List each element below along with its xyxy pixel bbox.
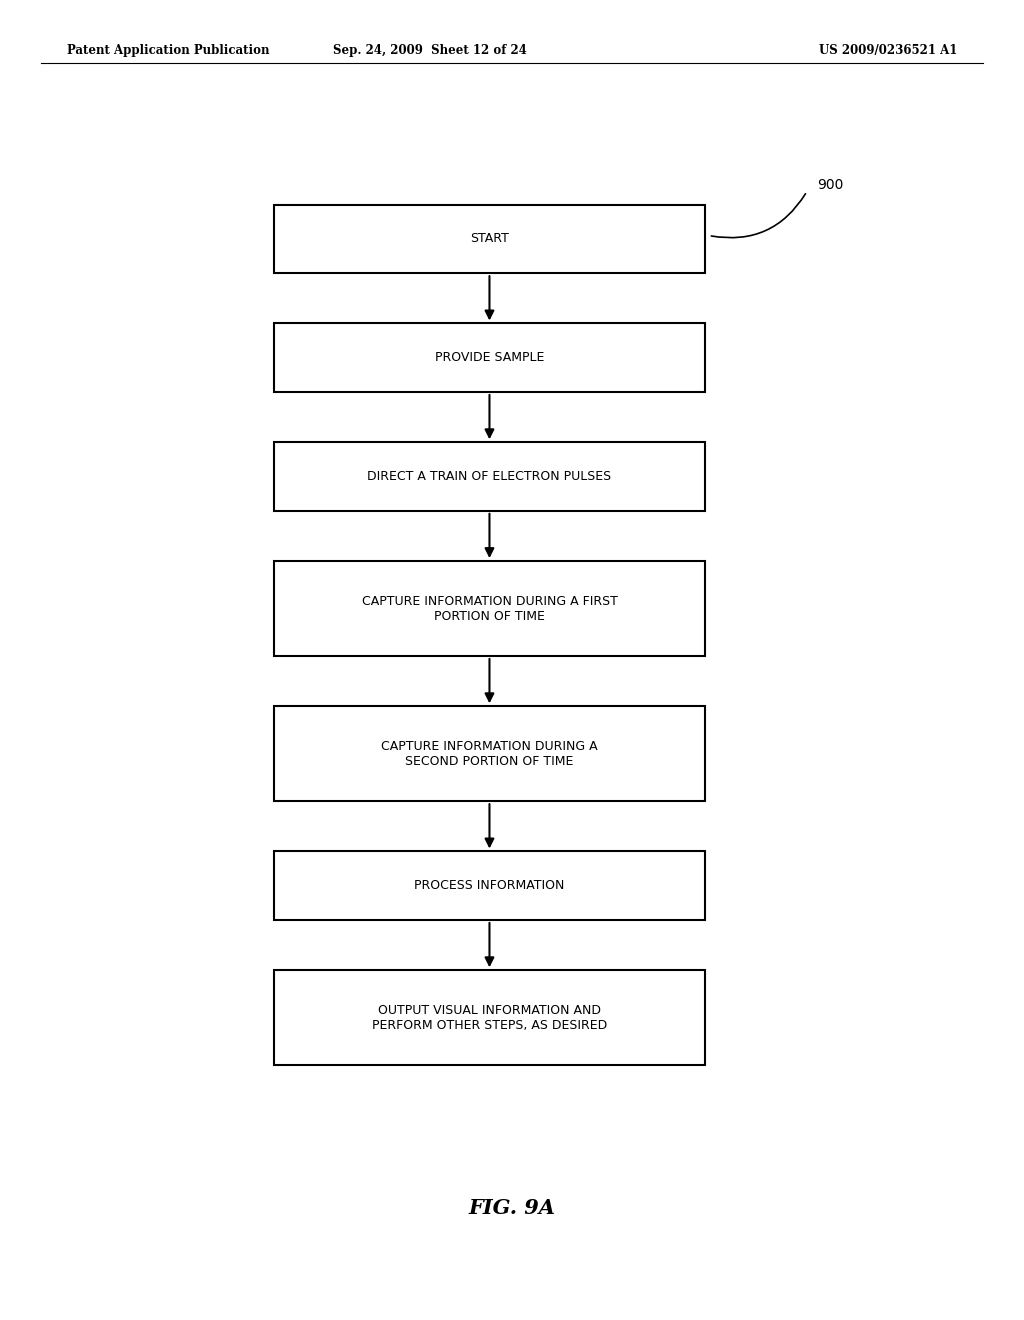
Text: PROVIDE SAMPLE: PROVIDE SAMPLE — [435, 351, 544, 364]
Text: OUTPUT VISUAL INFORMATION AND
PERFORM OTHER STEPS, AS DESIRED: OUTPUT VISUAL INFORMATION AND PERFORM OT… — [372, 1003, 607, 1032]
FancyBboxPatch shape — [274, 561, 705, 656]
FancyBboxPatch shape — [274, 706, 705, 801]
Text: PROCESS INFORMATION: PROCESS INFORMATION — [415, 879, 564, 892]
Text: START: START — [470, 232, 509, 246]
FancyBboxPatch shape — [274, 442, 705, 511]
Text: CAPTURE INFORMATION DURING A FIRST
PORTION OF TIME: CAPTURE INFORMATION DURING A FIRST PORTI… — [361, 594, 617, 623]
Text: US 2009/0236521 A1: US 2009/0236521 A1 — [819, 44, 957, 57]
Text: CAPTURE INFORMATION DURING A
SECOND PORTION OF TIME: CAPTURE INFORMATION DURING A SECOND PORT… — [381, 739, 598, 768]
Text: Patent Application Publication: Patent Application Publication — [67, 44, 269, 57]
FancyBboxPatch shape — [274, 851, 705, 920]
Text: FIG. 9A: FIG. 9A — [469, 1197, 555, 1218]
Text: 900: 900 — [817, 178, 844, 191]
FancyBboxPatch shape — [274, 205, 705, 273]
FancyBboxPatch shape — [274, 970, 705, 1065]
Text: Sep. 24, 2009  Sheet 12 of 24: Sep. 24, 2009 Sheet 12 of 24 — [333, 44, 527, 57]
FancyBboxPatch shape — [274, 323, 705, 392]
Text: DIRECT A TRAIN OF ELECTRON PULSES: DIRECT A TRAIN OF ELECTRON PULSES — [368, 470, 611, 483]
